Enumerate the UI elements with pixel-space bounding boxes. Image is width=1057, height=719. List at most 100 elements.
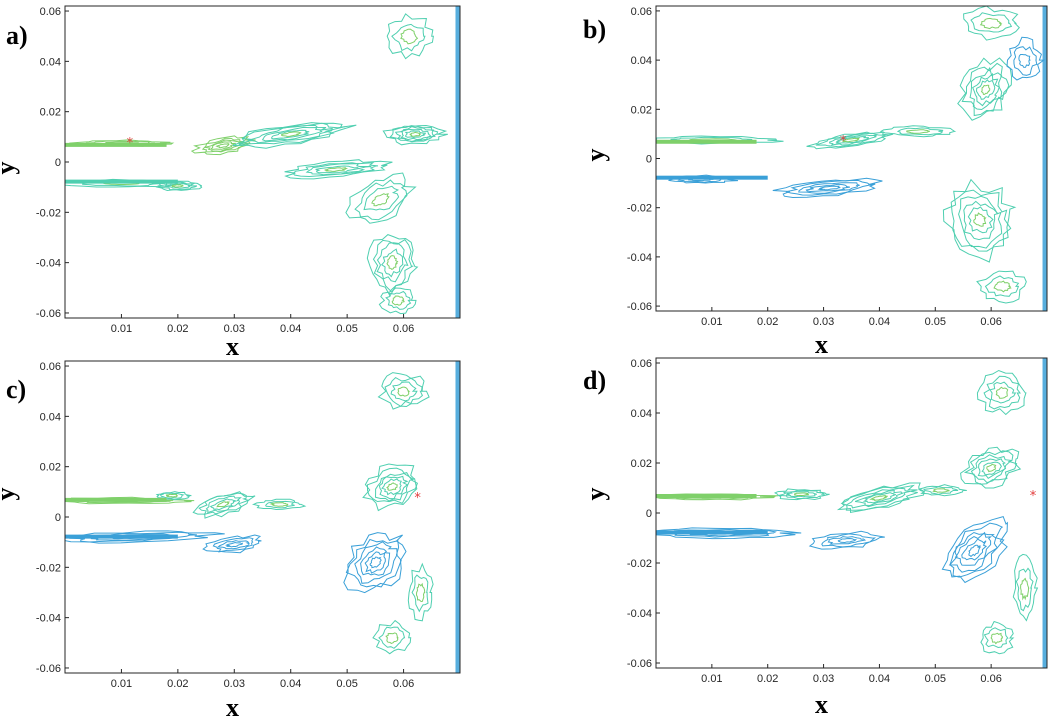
contour-line	[969, 66, 1003, 111]
contour-line	[394, 126, 436, 142]
contour-line	[1013, 46, 1038, 76]
contour-line	[793, 492, 809, 497]
contour-line	[400, 28, 419, 45]
contour-line	[1015, 567, 1034, 612]
contour-line	[941, 515, 1008, 584]
contour-line	[247, 125, 333, 144]
contour-line	[292, 162, 379, 178]
panel-b: 0.01 0.02 0.03 0.04 0.05 0.06 0.06 0.04 0.02 0 -0.…	[581, 5, 1048, 359]
contour-line	[384, 376, 424, 407]
y-tick-label: -0.02	[36, 562, 61, 574]
contour-line	[970, 12, 1013, 33]
contour-line	[817, 185, 841, 191]
contour-line	[808, 530, 885, 550]
y-tick-label: 0.02	[631, 458, 652, 470]
y-tick-label: 0.06	[40, 361, 61, 373]
contour-line	[986, 463, 997, 473]
contour-field	[65, 361, 460, 673]
y-tick-label: 0	[646, 154, 652, 166]
contour-line	[842, 137, 861, 143]
y-tick-label: 0.04	[40, 411, 61, 423]
contour-line	[210, 141, 236, 150]
contour-line	[1018, 54, 1031, 68]
contour-line	[879, 125, 957, 138]
x-tick-label: 0.06	[980, 316, 1001, 328]
contour-line	[980, 84, 991, 95]
wall-band	[455, 6, 460, 318]
x-tick-label: 0.03	[224, 323, 245, 335]
contour-line	[954, 531, 993, 566]
x-axis-label: x	[226, 332, 239, 361]
contour-line	[212, 537, 254, 553]
contour-line	[390, 381, 418, 402]
wall-band	[1042, 358, 1047, 668]
contour-line	[163, 183, 192, 189]
x-axis-label: x	[226, 693, 239, 719]
x-tick-label: 0.01	[701, 673, 722, 685]
contour-line	[216, 501, 231, 508]
contour-line	[378, 626, 406, 649]
contour-line	[215, 143, 230, 149]
x-axis-label: x	[815, 330, 828, 359]
contour-line	[976, 270, 1027, 304]
contour-line	[975, 79, 996, 100]
contour-line	[265, 500, 296, 509]
contour-line	[917, 484, 967, 497]
contour-line	[251, 498, 307, 511]
contour-line	[950, 189, 1012, 252]
contour-line	[171, 184, 184, 188]
contour-line	[411, 574, 429, 613]
probe-marker: *	[127, 136, 134, 151]
contour-line	[970, 454, 1012, 484]
x-tick-label: 0.01	[111, 678, 132, 690]
contour-line	[372, 239, 414, 292]
contour-line	[238, 122, 346, 145]
x-tick-label: 0.05	[336, 323, 357, 335]
contour-line	[836, 482, 925, 513]
x-tick-label: 0.02	[757, 673, 778, 685]
contour-line	[923, 486, 959, 495]
contour-line	[385, 632, 399, 644]
y-tick-label: 0.04	[631, 408, 652, 420]
contour-line	[798, 182, 860, 194]
y-tick-label: 0	[55, 157, 61, 169]
lower-jet	[65, 179, 178, 184]
x-tick-label: 0.03	[813, 316, 834, 328]
contour-line	[409, 131, 422, 137]
x-tick-label: 0.01	[111, 323, 132, 335]
contour-line	[224, 541, 244, 548]
contour-line	[1006, 36, 1046, 81]
contour-line	[963, 450, 1018, 485]
y-tick-label: -0.06	[36, 308, 61, 320]
contour-line	[386, 255, 399, 271]
contour-field	[656, 358, 1047, 668]
contour-line	[157, 181, 198, 191]
x-tick-label: 0.04	[869, 673, 890, 685]
upper-jet	[65, 142, 167, 147]
contour-line	[961, 538, 988, 561]
y-tick-label: -0.04	[627, 252, 652, 264]
contour-line	[977, 458, 1007, 479]
contour-line	[400, 128, 432, 141]
y-tick-label: 0.06	[631, 358, 652, 370]
contour-line	[345, 538, 402, 588]
contour-line	[374, 472, 413, 502]
contour-field	[656, 6, 1047, 311]
panel-a: 0.01 0.02 0.03 0.04 0.05 0.06 0.06 0.04 0.02 0 -0.…	[0, 5, 461, 361]
x-tick-label: 0.04	[280, 678, 301, 690]
contour-line	[364, 551, 386, 574]
panel-label: a)	[6, 21, 28, 50]
contour-line	[990, 632, 1003, 645]
y-tick-label: -0.06	[627, 301, 652, 313]
y-tick-label: 0	[55, 512, 61, 524]
contour-line	[840, 484, 918, 511]
contour-line	[205, 495, 242, 514]
upper-jet	[656, 494, 757, 498]
contour-line	[315, 165, 360, 174]
y-tick-label: 0.06	[40, 6, 61, 18]
contour-line	[159, 492, 185, 499]
contour-line	[827, 536, 867, 545]
x-tick-label: 0.05	[925, 673, 946, 685]
contour-line	[363, 185, 400, 211]
contour-line	[372, 619, 412, 655]
